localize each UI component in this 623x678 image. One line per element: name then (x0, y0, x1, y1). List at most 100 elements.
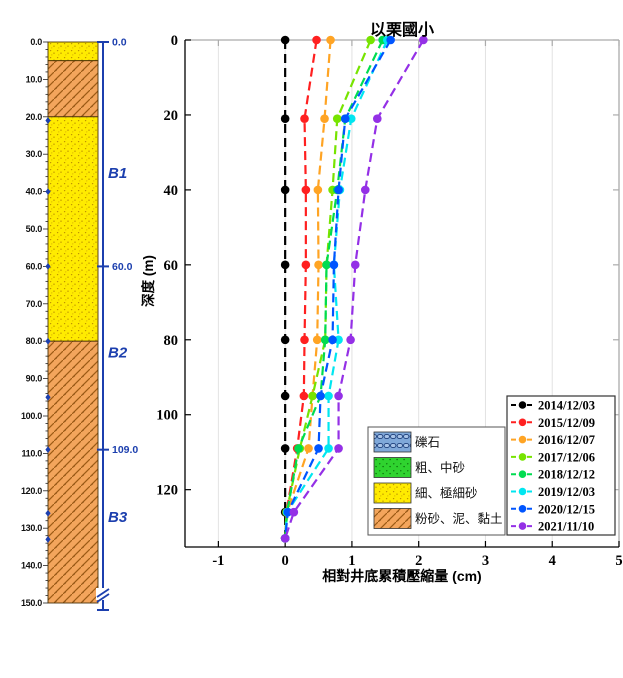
data-point (326, 35, 335, 45)
legend-item-2017-12-06: 2017/12/06 (511, 450, 595, 464)
x-tick-label: 4 (549, 553, 556, 569)
data-point (386, 35, 395, 45)
data-point (334, 185, 343, 195)
data-point (322, 260, 331, 270)
lithology-label: 粗、中砂 (415, 460, 465, 475)
lithology-label: 細、極細砂 (415, 486, 478, 501)
legend-marker-dot (518, 470, 527, 479)
series-2021-11-10 (280, 35, 428, 543)
legend-marker-dot (518, 487, 527, 496)
legend-date-label: 2018/12/12 (538, 468, 595, 482)
lithology-swatch-silt-clay (373, 508, 412, 529)
data-point (334, 335, 343, 345)
legend-item-2019-12-03: 2019/12/03 (511, 485, 595, 499)
legend-item-2014-12-03: 2014/12/03 (511, 399, 595, 413)
legend-date-label: 2016/12/07 (538, 433, 595, 447)
data-point (299, 391, 309, 401)
data-point (316, 391, 325, 401)
legend-date-label: 2021/11/10 (538, 520, 594, 534)
magnet-diamond-icon (45, 337, 51, 345)
x-axis-label: 相對井底累積壓縮量 (cm) (322, 568, 482, 584)
data-point (280, 35, 290, 45)
column-depth-label: 120.0 (21, 486, 42, 496)
y-tick-label: 20 (164, 108, 179, 124)
litho-layer-0 (47, 41, 99, 62)
legend-marker-dot (518, 401, 527, 409)
chart-title: 以栗國小 (369, 22, 434, 39)
data-point (340, 114, 350, 123)
data-point (320, 114, 329, 123)
data-point (289, 507, 299, 517)
lithology-label: 礫石 (415, 435, 440, 450)
data-point (294, 444, 303, 453)
column-depth-label: 60.0 (26, 261, 43, 271)
well-break-slash (96, 593, 110, 603)
x-tick-label: 0 (282, 553, 289, 569)
x-tick-label: -1 (212, 553, 224, 569)
lithology-swatch-coarse-sand (373, 457, 412, 478)
magnet-diamond-icon (45, 536, 51, 543)
well-tick-label: 109.0 (112, 444, 138, 456)
well-tick-label: 0.0 (112, 37, 127, 49)
data-point (313, 185, 323, 195)
data-point (314, 260, 323, 270)
data-point (324, 444, 333, 453)
data-point (301, 260, 311, 270)
series-2015-12-09 (280, 35, 321, 543)
data-point (300, 335, 309, 345)
magnet-diamond-icon (45, 117, 51, 124)
legend-item-2016-12-07: 2016/12/07 (511, 433, 595, 447)
column-depth-label: 100.0 (21, 411, 42, 421)
data-point (329, 260, 339, 270)
data-point (314, 444, 323, 453)
data-point (334, 391, 343, 401)
data-point (280, 391, 290, 401)
y-tick-label: 40 (164, 183, 179, 199)
lithology-swatch-fine-sand (373, 482, 412, 504)
date-legend-box (506, 395, 616, 536)
column-depth-label: 150.0 (21, 598, 42, 608)
data-point (360, 185, 370, 195)
x-tick-label: 3 (482, 553, 489, 569)
data-point (320, 335, 330, 345)
legend-date-label: 2017/12/06 (538, 450, 595, 464)
data-point (334, 444, 343, 453)
data-point (283, 507, 293, 517)
column-depth-label: 40.0 (26, 187, 43, 197)
data-point (304, 444, 313, 453)
x-tick-label: 1 (348, 553, 355, 569)
litho-layer-3 (47, 340, 99, 604)
well-tick-label: 60.0 (112, 261, 133, 273)
magnet-diamond-icon (45, 446, 51, 454)
litho-layer-1 (47, 60, 99, 118)
x-tick-label: 5 (615, 553, 622, 569)
column-depth-label: 130.0 (21, 523, 42, 533)
data-point (280, 114, 290, 123)
column-depth-label: 90.0 (26, 374, 43, 384)
data-point (312, 35, 321, 45)
data-point (332, 114, 342, 123)
magnet-ring-markers (45, 117, 51, 543)
well-annotation: 0.0 60.0 109.0 B1 B2 B3 (96, 37, 138, 611)
legend-date-label: 2015/12/09 (538, 416, 595, 430)
y-tick-label: 120 (156, 483, 178, 499)
column-depth-label: 140.0 (21, 561, 42, 571)
data-point (312, 335, 322, 345)
y-tick-label: 60 (164, 258, 179, 274)
data-point (366, 35, 375, 45)
data-point (280, 260, 290, 270)
segment-label-B2: B2 (108, 344, 128, 361)
data-point (328, 335, 337, 345)
legend-marker-dot (518, 505, 527, 513)
y-tick-label: 0 (171, 33, 178, 49)
legend-date-label: 2020/12/15 (538, 502, 595, 516)
data-point (280, 335, 290, 345)
column-depth-label: 30.0 (26, 149, 43, 159)
lithology-swatch-gravel (373, 431, 412, 453)
x-tick-label: 2 (415, 553, 422, 569)
legend-item-2021-11-10: 2021/11/10 (511, 520, 594, 534)
column-depth-label: 80.0 (26, 336, 43, 346)
legend-item-2020-12-15: 2020/12/15 (511, 502, 595, 516)
magnet-diamond-icon (45, 509, 51, 517)
